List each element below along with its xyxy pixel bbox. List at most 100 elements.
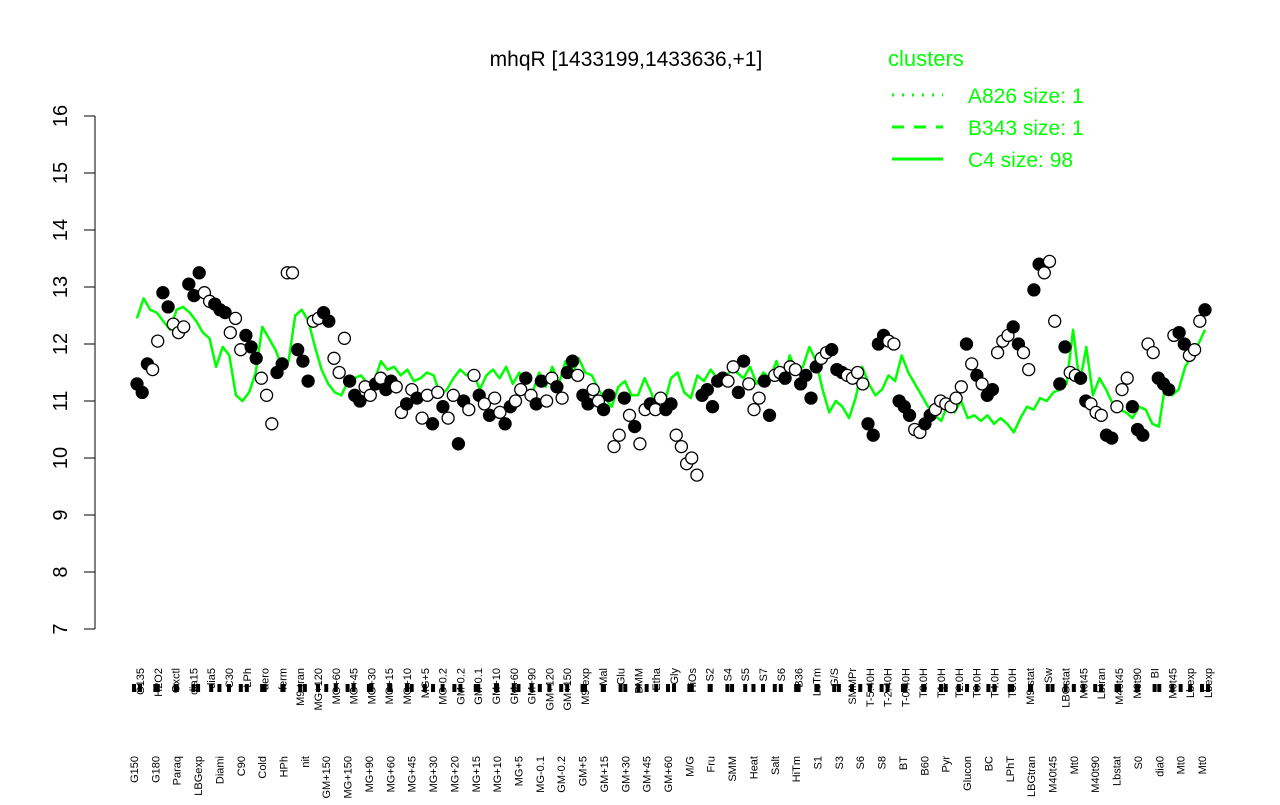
- x-tick-label: LPhT: [1005, 756, 1017, 783]
- data-point: [389, 380, 403, 394]
- x-tick-label: T-0.40H: [900, 668, 912, 707]
- x-tick-label: S3: [834, 756, 846, 769]
- data-point: [1115, 382, 1129, 397]
- data-point: [1136, 428, 1150, 442]
- x-tick-label: S8: [877, 756, 889, 769]
- data-point: [742, 377, 756, 391]
- data-point: [161, 300, 175, 314]
- data-point: [239, 328, 253, 343]
- data-point: [1094, 408, 1108, 422]
- x-tick-label: Pyr: [941, 756, 953, 773]
- data-point: [156, 286, 170, 300]
- data-point: [856, 377, 870, 391]
- x-tick-label: S7: [758, 668, 770, 681]
- x-tick-label: Paraq: [172, 756, 184, 785]
- x-tick-label: BI: [1150, 668, 1162, 678]
- x-tick-label: T4.0H: [989, 668, 1001, 698]
- x-tick-label: S0: [1133, 756, 1145, 769]
- x-tick-label: T-5.40H: [865, 668, 877, 707]
- x-tick-label: MG+5: [420, 668, 432, 698]
- data-point: [628, 419, 642, 434]
- x-tick-label: M40t45: [1114, 668, 1126, 705]
- data-point: [446, 388, 460, 402]
- x-tick-label: B60: [919, 756, 931, 776]
- x-tick-label: M40t45: [1047, 756, 1059, 793]
- x-tick-label: MG+90: [364, 756, 376, 792]
- data-point: [949, 391, 963, 405]
- x-tick-label: T5.0H: [1007, 668, 1019, 698]
- data-point: [669, 428, 683, 442]
- x-tick-label: S1: [813, 756, 825, 769]
- series-line-0: [135, 297, 1207, 434]
- data-point: [265, 417, 279, 431]
- legend-title: clusters: [888, 46, 964, 71]
- data-point: [488, 391, 502, 405]
- data-point: [788, 362, 803, 377]
- x-tick-label: GM+45: [642, 756, 654, 792]
- data-point: [1053, 377, 1067, 391]
- data-point: [1177, 337, 1191, 351]
- x-tick-label: M0t90: [1132, 668, 1144, 699]
- data-point: [223, 325, 237, 340]
- x-tick-label: Lbstat: [1112, 756, 1124, 786]
- data-point: [612, 428, 626, 442]
- data-point: [1058, 340, 1072, 354]
- x-tick-label: T0.0H: [918, 668, 930, 698]
- x-tick-label: dia5: [206, 668, 218, 689]
- data-point: [1110, 400, 1124, 414]
- data-point: [565, 354, 580, 368]
- x-tick-label: GM+5: [578, 756, 590, 786]
- x-tick-label: GM+60: [509, 668, 521, 704]
- x-tick-label: T-2.40H: [883, 668, 895, 707]
- data-point: [1042, 254, 1057, 269]
- x-tick-label: BT: [898, 756, 910, 770]
- data-point: [607, 439, 621, 454]
- x-tick-label: GM-0.1: [473, 668, 485, 705]
- x-tick-label: MG+60: [385, 756, 397, 792]
- x-tick-label: GM+150: [321, 756, 333, 799]
- data-point: [959, 337, 974, 351]
- x-tick-label: GM+150: [562, 668, 574, 711]
- x-tick-label: M40t90: [1090, 756, 1102, 793]
- data-point: [731, 385, 746, 400]
- x-tick-label: Etha: [651, 667, 663, 691]
- data-point: [275, 357, 289, 371]
- data-point: [254, 371, 269, 385]
- data-point: [291, 343, 305, 357]
- x-tick-label: Salt: [770, 756, 782, 775]
- x-tick-label: MG-0.1: [535, 756, 547, 793]
- x-tick-label: Oxctl: [171, 668, 183, 693]
- data-point: [1120, 371, 1134, 385]
- data-point: [1073, 371, 1088, 385]
- x-tick-label: MG+30: [366, 668, 378, 704]
- x-axis: G135 H2O2 Oxctl dia15 dia5 C30 LPh aero ferm M9-t…: [129, 667, 1215, 798]
- data-point: [690, 468, 704, 482]
- series-layer: [135, 297, 1207, 434]
- x-tick-label: M0t45: [1167, 668, 1179, 699]
- x-tick-label: HiTm: [791, 756, 803, 782]
- data-point: [244, 340, 258, 354]
- x-tick-label: S6: [776, 668, 788, 681]
- data-point: [1125, 400, 1140, 414]
- x-tick-label: MG-0.2: [438, 668, 450, 705]
- x-tick-label: MG+45: [407, 756, 419, 792]
- data-point: [493, 405, 507, 420]
- x-tick-label: nit: [300, 756, 312, 768]
- data-point: [135, 385, 149, 400]
- data-point: [1048, 314, 1062, 328]
- x-tick-label: Fru: [706, 756, 718, 773]
- data-point: [363, 388, 377, 402]
- x-tick-label: M0t45: [1078, 668, 1090, 699]
- x-tick-label: Lbtran: [1096, 668, 1108, 699]
- data-point: [726, 360, 740, 374]
- x-tick-label: G150: [129, 756, 141, 783]
- x-tick-label: MG+60: [331, 668, 343, 704]
- data-point: [182, 277, 196, 291]
- x-tick-label: MG+120: [313, 668, 325, 711]
- data-point: [539, 394, 554, 408]
- x-tick-label: SMMPr: [847, 668, 859, 705]
- data-point: [633, 437, 647, 451]
- data-point: [228, 311, 243, 326]
- x-tick-label: GM+30: [620, 756, 632, 792]
- data-point: [778, 371, 792, 385]
